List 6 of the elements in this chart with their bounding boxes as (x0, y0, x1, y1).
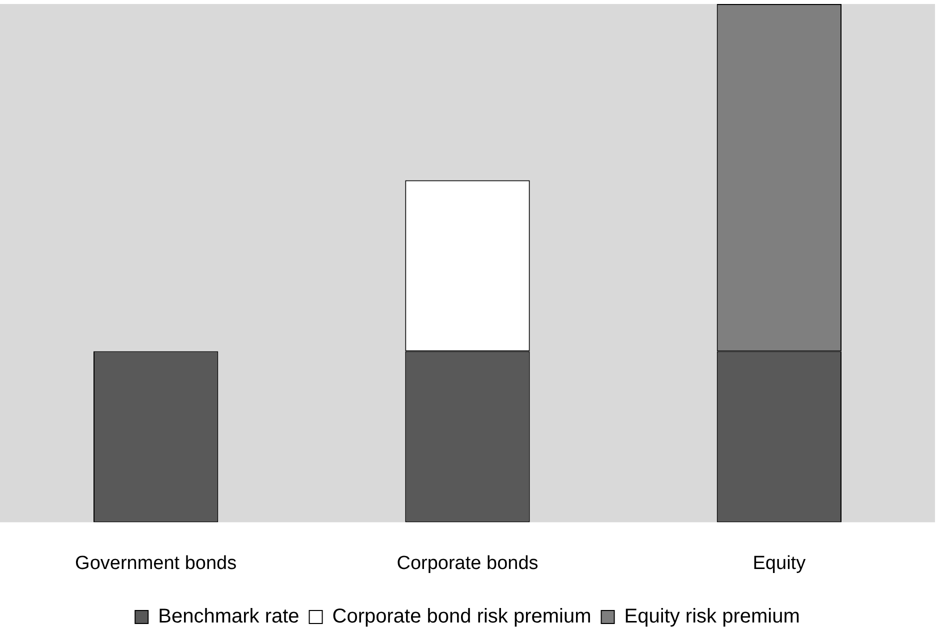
x-tick-label: Corporate bonds (396, 552, 538, 574)
x-tick-label: Government bonds (75, 552, 237, 574)
legend-label: Equity risk premium (624, 606, 800, 628)
legend-label: Benchmark rate (158, 606, 300, 628)
x-tick-label: Equity (752, 552, 806, 574)
legend-label: Corporate bond risk premium (332, 606, 592, 628)
